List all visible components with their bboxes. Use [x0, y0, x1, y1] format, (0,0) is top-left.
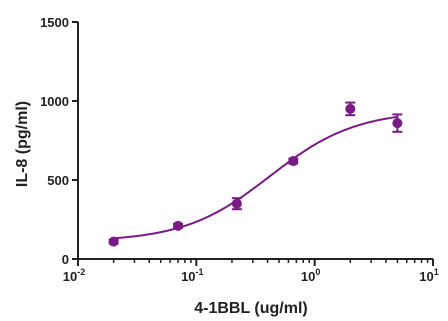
- y-tick-label: 500: [47, 173, 69, 188]
- x-tick-label: 10-1: [181, 267, 203, 284]
- y-ticks: 0 500 1000 1500: [40, 15, 78, 267]
- x-ticks: 10-2 10-1 100 101: [63, 259, 439, 284]
- fit-curve: [113, 115, 398, 240]
- x-axis-label: 4-1BBL (ug/ml): [194, 300, 307, 317]
- y-tick-label: 0: [62, 252, 69, 267]
- x-tick-label: 10-2: [63, 267, 85, 284]
- x-tick-label: 101: [419, 267, 438, 284]
- y-tick-label: 1500: [40, 15, 69, 30]
- data-point: [392, 118, 403, 129]
- y-tick-label: 1000: [40, 94, 69, 109]
- data-points: [108, 101, 403, 247]
- data-point: [345, 103, 356, 114]
- y-axis-label: IL-8 (pg/ml): [14, 101, 31, 187]
- data-point: [231, 198, 242, 209]
- x-tick-label: 100: [301, 267, 320, 284]
- data-point: [108, 236, 119, 247]
- data-point: [288, 156, 299, 167]
- axes: [77, 22, 433, 260]
- data-point: [173, 220, 184, 231]
